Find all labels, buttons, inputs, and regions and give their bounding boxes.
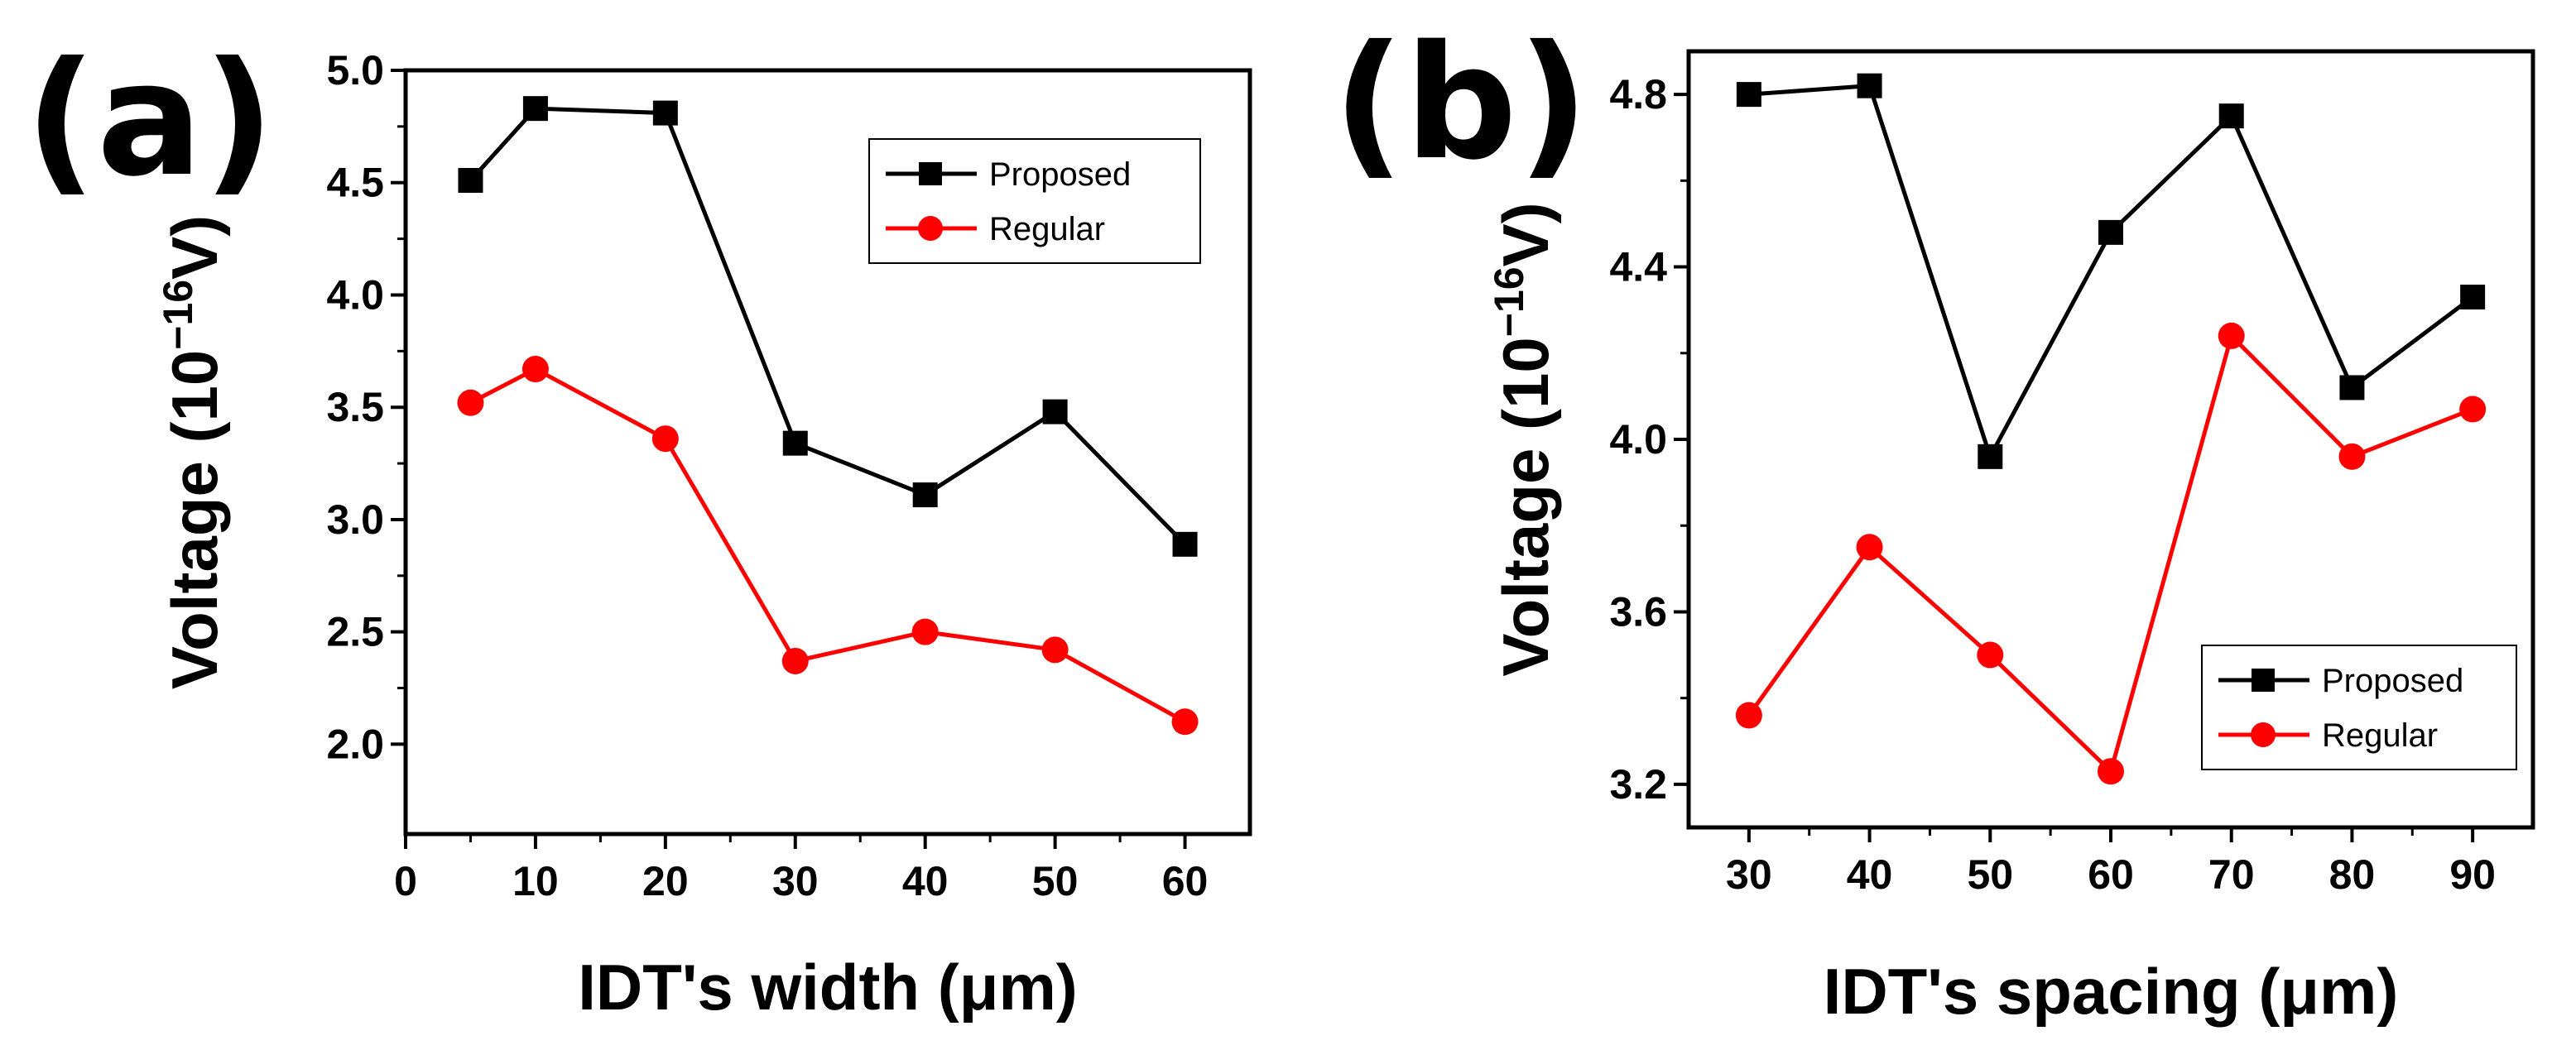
data-point-proposed [1736,82,1761,108]
x-tick-label: 60 [1162,858,1209,904]
data-point-proposed [1042,399,1068,424]
y-axis-title-exponent: −16 [1486,266,1532,337]
data-point-regular [651,425,679,453]
y-tick-label: 4.4 [1609,244,1667,290]
series-line-regular [469,367,1186,724]
y-tick-label: 3.2 [1609,761,1667,808]
x-tick-label: 0 [394,858,417,904]
legend-marker-square [2252,669,2275,692]
data-point-regular [2338,443,2366,470]
legend-box [868,138,1201,264]
legend-marker-square [919,162,942,185]
data-point-regular [1735,702,1762,729]
y-tick-label: 2.5 [326,609,384,655]
data-point-regular [1171,708,1199,736]
y-axis-title: Voltage (10−16V) [155,215,231,689]
x-tick-label: 40 [1847,851,1893,898]
plot-frame [403,68,1252,837]
legend-marker-circle [2251,722,2276,747]
data-point-regular [1856,534,1883,561]
series-line-proposed [1748,84,2474,463]
legend-marker-circle [918,216,943,241]
data-point-regular [911,618,939,645]
legend-label-proposed: Proposed [2322,663,2463,699]
x-tick-label: 10 [512,858,559,904]
x-tick-label: 50 [1967,851,2013,898]
data-point-proposed [912,482,938,508]
legend-label-proposed: Proposed [989,156,1131,193]
y-tick-label: 3.6 [1609,588,1667,635]
data-point-regular [2459,396,2487,423]
y-tick-label: 4.0 [326,271,384,318]
y-axis-title-unit: V) [158,215,231,280]
y-axis-title-exponent: −16 [155,280,201,350]
data-point-proposed [2339,375,2365,400]
chart-panel-a: (a) 0 10 20 30 40 50 60 2.0 2.5 3.0 3.5 4.0 4.5 5.0 IDT… [25,28,1252,1024]
x-axis-title: IDT's spacing (μm) [1824,955,2399,1028]
y-tick-label: 4.8 [1609,71,1667,117]
y-tick-label: 3.5 [326,384,384,430]
x-tick-label: 30 [1726,851,1772,898]
y-axis-title-unit: V) [1489,202,1562,266]
data-point-proposed [782,430,808,456]
data-point-regular [1977,641,2004,669]
data-point-regular [781,647,809,674]
legend-label-regular: Regular [2322,717,2438,754]
data-point-proposed [1978,443,2003,469]
data-point-regular [2218,322,2245,349]
y-tick-label: 5.0 [326,47,384,93]
data-point-regular [2098,758,2124,785]
data-point-proposed [2460,285,2486,310]
data-point-proposed [1857,73,1882,98]
data-point-proposed [652,100,678,126]
legend: Proposed Regular [2201,645,2517,770]
data-point-proposed [2218,103,2244,129]
data-point-regular [1041,636,1069,664]
legend-box [2201,645,2517,770]
x-tick-label: 40 [902,858,949,904]
legend-label-regular: Regular [989,211,1105,247]
y-tick-label: 2.0 [326,721,384,767]
panel-label: (a) [25,28,275,211]
y-axis-title: Voltage (10−16V) [1486,202,1562,676]
data-point-regular [521,356,549,383]
data-point-proposed [2098,219,2123,245]
y-tick-label: 4.5 [326,160,384,206]
data-point-proposed [1172,531,1198,557]
y-tick-label: 4.0 [1609,416,1667,463]
x-tick-label: 30 [772,858,819,904]
x-tick-label: 20 [642,858,689,904]
x-tick-label: 70 [2208,851,2255,898]
y-axis-title-main: Voltage (10 [1489,337,1562,676]
x-tick-label: 80 [2329,851,2376,898]
data-point-proposed [522,96,548,122]
chart-panel-b: (b) 30 40 50 60 70 80 90 3.2 3.6 4.0 4.4 4.8 IDT's sp… [1333,12,2535,1028]
x-tick-label: 90 [2449,851,2496,898]
y-axis-title-main: Voltage (10 [158,350,231,689]
x-axis-title: IDT's width (μm) [578,951,1078,1024]
data-point-proposed [458,168,483,194]
data-point-regular [457,389,484,416]
panel-label: (b) [1333,12,1589,194]
x-tick-label: 60 [2088,851,2134,898]
x-tick-label: 50 [1032,858,1079,904]
y-tick-label: 3.0 [326,496,384,543]
legend: Proposed Regular [868,138,1201,264]
